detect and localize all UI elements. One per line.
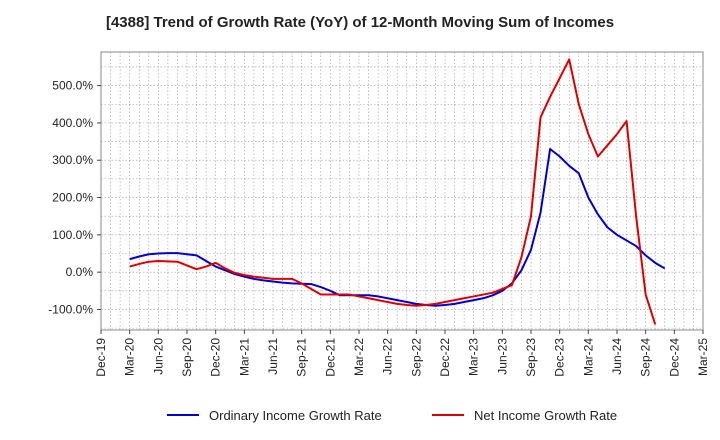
x-tick-label: Dec-22 — [438, 338, 452, 377]
y-tick-label: 400.0% — [52, 116, 93, 130]
legend-net-income-label: Net Income Growth Rate — [474, 408, 617, 423]
x-tick-label: Jun-22 — [381, 338, 395, 375]
ordinary-income-line — [129, 148, 666, 307]
x-tick-label: Mar-22 — [352, 338, 366, 376]
x-tick-label: Sep-20 — [180, 338, 194, 377]
x-tick-label: Jun-20 — [151, 338, 165, 375]
axis-layer: -100.0% 0.0% 100.0% 200.0% 300.0% 400.0% 500.0… — [48, 79, 710, 377]
chart-title: [4388] Trend of Growth Rate (YoY) of 12-… — [105, 14, 615, 31]
x-tick-label: Mar-24 — [581, 338, 595, 376]
x-tick-label: Jun-23 — [495, 338, 509, 375]
x-tick-label: Mar-20 — [123, 338, 137, 376]
x-tick-label: Sep-24 — [639, 338, 653, 377]
x-tick-label: Jun-24 — [610, 338, 624, 375]
y-tick-label: 100.0% — [52, 228, 93, 242]
x-tick-label: Dec-20 — [209, 338, 223, 377]
x-tick-label: Mar-25 — [696, 338, 710, 376]
x-tick-label: Sep-22 — [409, 338, 423, 377]
x-tick-label: Mar-21 — [237, 338, 251, 376]
plot-border — [100, 51, 704, 331]
y-tick-label: -100.0% — [48, 302, 93, 316]
x-tick-label: Sep-21 — [295, 338, 309, 377]
grid-layer — [100, 51, 704, 331]
x-tick-label: Jun-21 — [266, 338, 280, 375]
x-tick-label: Dec-19 — [94, 338, 108, 377]
legend: Ordinary Income Growth Rate Net Income Gr… — [167, 408, 617, 423]
x-tick-label: Sep-23 — [524, 338, 538, 377]
x-tick-label: Mar-23 — [467, 338, 481, 376]
y-tick-label: 0.0% — [66, 265, 94, 279]
x-tick-label: Dec-21 — [323, 338, 337, 377]
net-income-line — [129, 58, 657, 325]
y-tick-label: 200.0% — [52, 191, 93, 205]
series-layer — [129, 58, 666, 325]
legend-ordinary-income-label: Ordinary Income Growth Rate — [209, 408, 382, 423]
x-tick-label: Dec-24 — [667, 338, 681, 377]
y-tick-label: 500.0% — [52, 79, 93, 93]
y-tick-label: 300.0% — [52, 153, 93, 167]
x-tick-label: Dec-23 — [553, 338, 567, 377]
